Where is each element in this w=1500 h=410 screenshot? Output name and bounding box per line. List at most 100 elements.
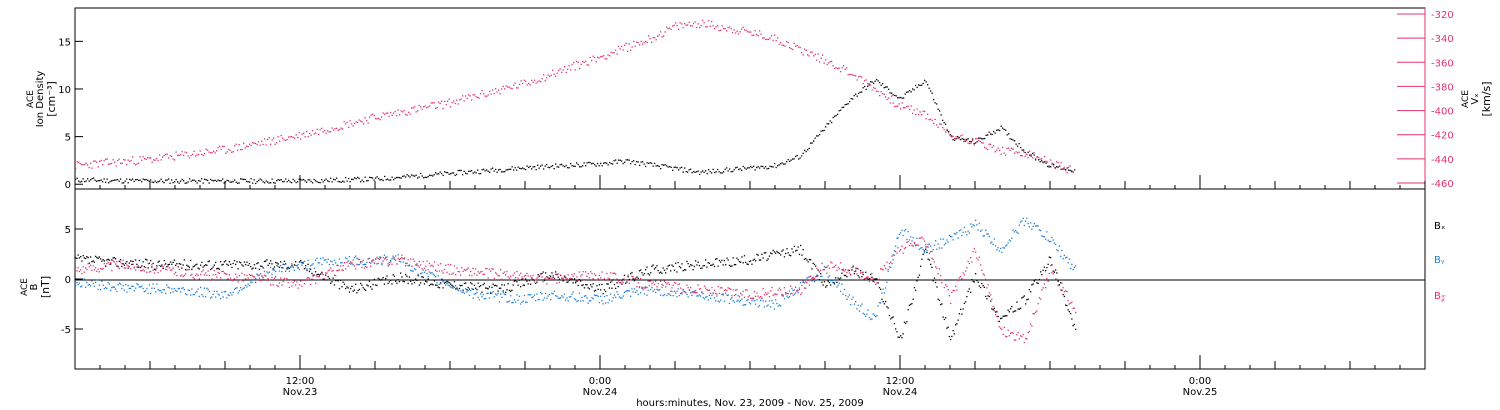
data-point: [651, 283, 653, 285]
data-point: [653, 283, 656, 286]
data-point: [572, 291, 574, 293]
data-point: [162, 266, 164, 268]
data-point: [253, 279, 256, 281]
data-point: [242, 287, 244, 290]
data-point: [1066, 256, 1068, 258]
data-point: [608, 299, 611, 301]
data-point: [304, 136, 306, 138]
data-point: [220, 261, 222, 263]
data-point: [247, 181, 249, 183]
data-point: [468, 170, 470, 172]
data-point: [636, 160, 638, 163]
data-point: [183, 274, 185, 277]
data-point: [277, 285, 279, 287]
data-point: [961, 278, 963, 280]
data-point: [1025, 220, 1027, 222]
data-point: [939, 123, 941, 125]
data-point: [1052, 270, 1054, 272]
data-point: [148, 180, 150, 182]
data-point: [591, 163, 593, 165]
data-point: [420, 172, 422, 175]
data-point: [993, 130, 995, 133]
data-point: [208, 274, 210, 277]
data-point: [1072, 269, 1074, 271]
data-point: [496, 171, 498, 173]
data-point: [822, 130, 824, 132]
data-point: [186, 152, 188, 154]
data-point: [728, 302, 731, 304]
data-point: [802, 152, 804, 154]
data-point: [192, 153, 194, 155]
data-point: [435, 269, 437, 271]
data-point: [958, 138, 960, 140]
data-point: [801, 292, 803, 294]
data-point: [252, 275, 254, 277]
data-point: [187, 265, 189, 267]
data-point: [777, 289, 779, 291]
data-point: [382, 277, 384, 279]
data-point: [885, 86, 887, 88]
data-point: [430, 102, 432, 104]
data-point: [735, 289, 737, 291]
data-point: [969, 140, 971, 143]
data-point: [751, 34, 753, 36]
data-point: [495, 88, 497, 90]
data-point: [994, 151, 996, 153]
data-point: [455, 285, 457, 287]
data-point: [937, 126, 939, 128]
data-point: [960, 229, 962, 231]
data-point: [646, 286, 648, 289]
data-point: [849, 100, 851, 103]
data-point: [932, 258, 934, 261]
data-point: [517, 284, 519, 286]
data-point: [106, 158, 108, 160]
data-point: [478, 272, 481, 274]
data-point: [485, 268, 487, 270]
data-point: [621, 297, 623, 299]
data-point: [238, 182, 240, 184]
data-point: [246, 261, 248, 263]
data-point: [542, 299, 544, 301]
data-point: [448, 285, 451, 287]
data-point: [370, 286, 372, 288]
data-point: [877, 305, 879, 307]
data-point: [208, 290, 210, 292]
data-point: [171, 263, 173, 265]
data-point: [981, 138, 983, 140]
data-point: [646, 162, 648, 164]
data-point: [963, 274, 965, 276]
data-point: [349, 181, 351, 183]
data-point: [328, 277, 331, 280]
data-point: [1075, 265, 1077, 267]
data-point: [984, 146, 986, 148]
data-point: [1000, 125, 1002, 127]
data-point: [1055, 243, 1057, 246]
data-point: [127, 265, 129, 267]
data-point: [579, 166, 581, 168]
data-point: [882, 83, 884, 85]
data-point: [487, 94, 489, 96]
data-point: [320, 257, 322, 260]
data-point: [571, 273, 573, 276]
data-point: [221, 264, 223, 266]
data-point: [935, 240, 937, 242]
data-point: [656, 286, 658, 288]
data-point: [98, 284, 100, 286]
data-point: [333, 129, 335, 131]
data-point: [505, 169, 507, 171]
data-point: [1015, 229, 1017, 232]
data-point: [1065, 257, 1067, 259]
data-point: [597, 162, 599, 165]
data-point: [727, 259, 729, 261]
data-point: [465, 172, 467, 174]
data-point: [497, 290, 499, 292]
data-point: [990, 294, 992, 296]
data-point: [825, 286, 827, 288]
data-point: [613, 160, 615, 162]
data-point: [865, 271, 867, 273]
data-point: [557, 276, 559, 278]
data-point: [343, 262, 346, 264]
data-point: [723, 28, 725, 30]
data-point: [132, 263, 134, 265]
data-point: [730, 28, 732, 30]
